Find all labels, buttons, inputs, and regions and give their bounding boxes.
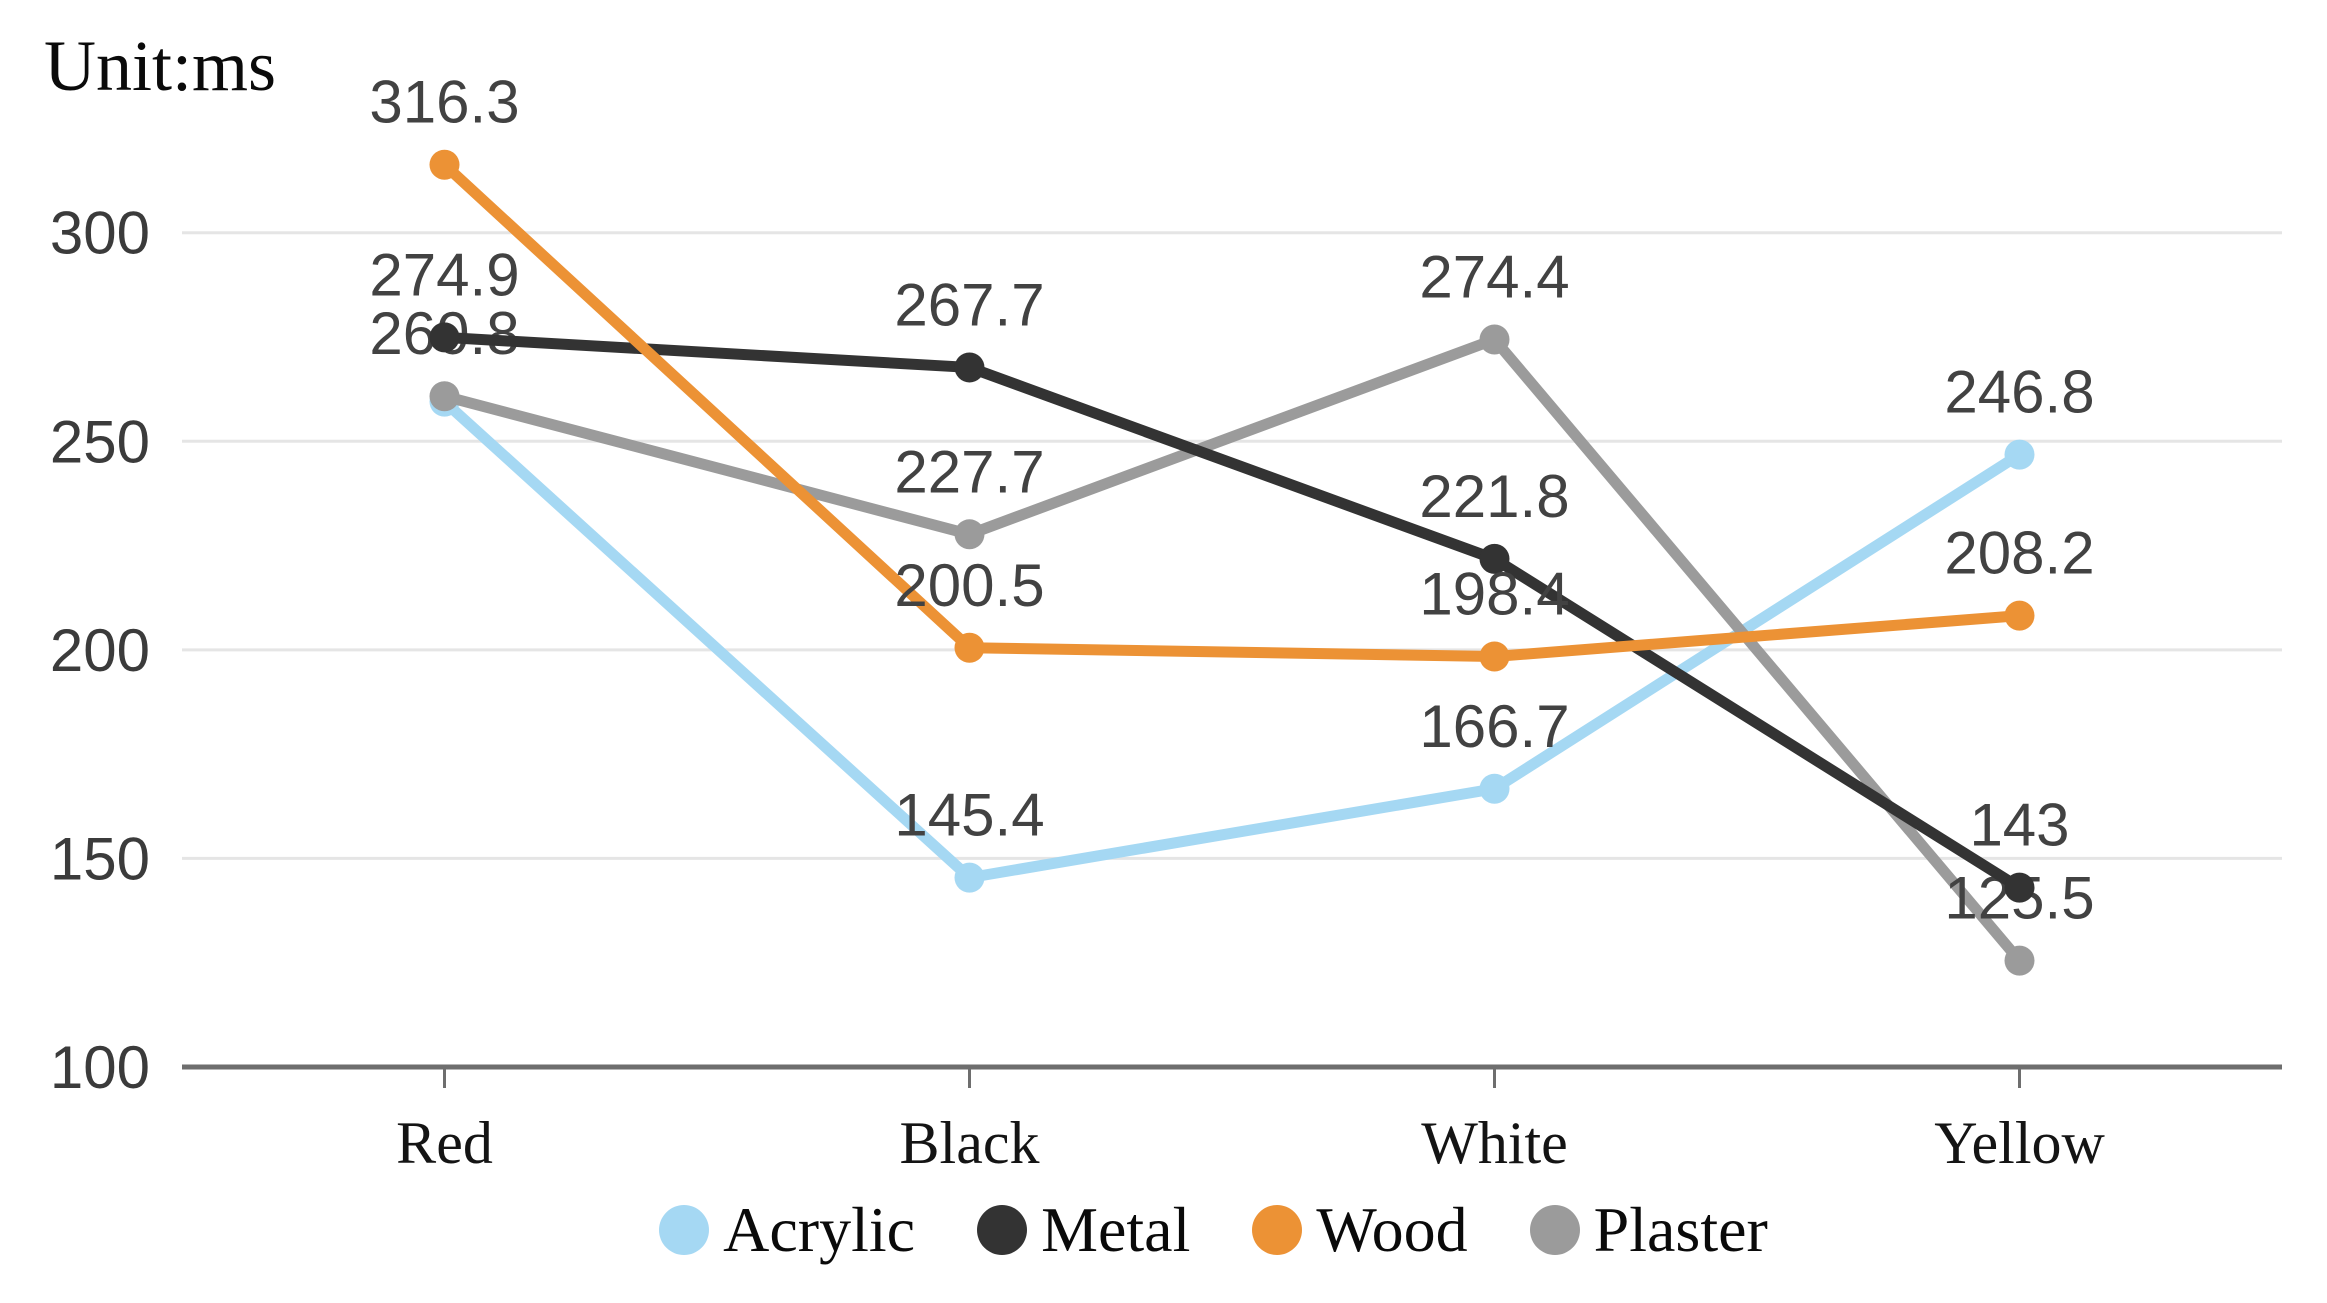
y-axis-tick-label: 150	[50, 825, 150, 892]
data-point	[2004, 945, 2035, 976]
legend-swatch-icon	[1529, 1205, 1580, 1255]
data-point-label: 208.2	[1944, 520, 2094, 587]
data-point	[429, 381, 460, 412]
legend-swatch-icon	[1252, 1205, 1303, 1255]
legend-item-wood[interactable]: Wood	[1252, 1194, 1468, 1265]
data-point-label: 145.4	[894, 782, 1044, 849]
x-axis-category-label: Black	[900, 1110, 1040, 1176]
data-point	[2004, 439, 2035, 470]
legend-label: Acrylic	[723, 1194, 916, 1265]
data-point-label: 143	[1969, 792, 2069, 859]
y-axis-tick-label: 100	[50, 1034, 150, 1101]
data-point	[954, 862, 985, 893]
legend-swatch-icon	[659, 1205, 710, 1255]
legend-swatch-icon	[977, 1205, 1028, 1255]
data-point-label: 246.8	[1944, 359, 2094, 426]
data-point	[954, 352, 985, 383]
legend-label: Metal	[1041, 1194, 1191, 1265]
data-point	[1479, 641, 1510, 672]
data-point-label: 227.7	[894, 438, 1044, 505]
data-point	[954, 519, 985, 550]
data-point-label: 274.9	[369, 241, 519, 308]
series-line	[439, 396, 2025, 884]
data-point	[2004, 600, 2035, 631]
data-point-label: 200.5	[894, 552, 1044, 619]
data-point-label: 316.3	[369, 69, 519, 136]
data-point-label: 274.4	[1419, 243, 1569, 310]
series-metal: 274.9 267.7 221.8 143	[369, 241, 2070, 903]
data-point-label: 267.7	[894, 271, 1044, 338]
data-point	[954, 632, 985, 663]
data-point	[429, 149, 460, 180]
legend-item-metal[interactable]: Metal	[977, 1198, 1190, 1262]
x-axis-category-label: Red	[396, 1110, 493, 1176]
data-point	[1479, 773, 1510, 804]
chart-legend: Acrylic Metal Wood Plaster	[50, 1198, 2327, 1262]
series-wood: 316.3 200.5 198.4 208.2	[369, 69, 2095, 672]
chart-unit-label: Unit:ms	[44, 26, 277, 106]
data-point	[429, 322, 460, 353]
y-axis-tick-label: 300	[50, 200, 150, 267]
data-point-label: 198.4	[1419, 561, 1569, 628]
series-line	[439, 331, 2025, 894]
y-axis-tick-label: 200	[50, 617, 150, 684]
data-point-label: 166.7	[1419, 693, 1569, 760]
data-point	[2004, 872, 2035, 903]
data-point	[1479, 324, 1510, 355]
legend-label: Wood	[1316, 1194, 1468, 1265]
data-point-label: 221.8	[1419, 463, 1569, 530]
legend-label: Plaster	[1593, 1194, 1768, 1265]
x-axis-category-label: Yellow	[1934, 1110, 2105, 1176]
line-chart: 100 150 200 250 300 Red Black White Yellow 145.4 1…	[50, 69, 2282, 1176]
x-axis-category-label: White	[1421, 1110, 1568, 1176]
series-line	[439, 159, 2025, 663]
legend-item-acrylic[interactable]: Acrylic	[659, 1198, 915, 1262]
y-axis-tick-label: 250	[50, 408, 150, 475]
data-point	[1479, 543, 1510, 574]
series-line	[439, 333, 2025, 967]
legend-item-plaster[interactable]: Plaster	[1529, 1194, 1768, 1265]
